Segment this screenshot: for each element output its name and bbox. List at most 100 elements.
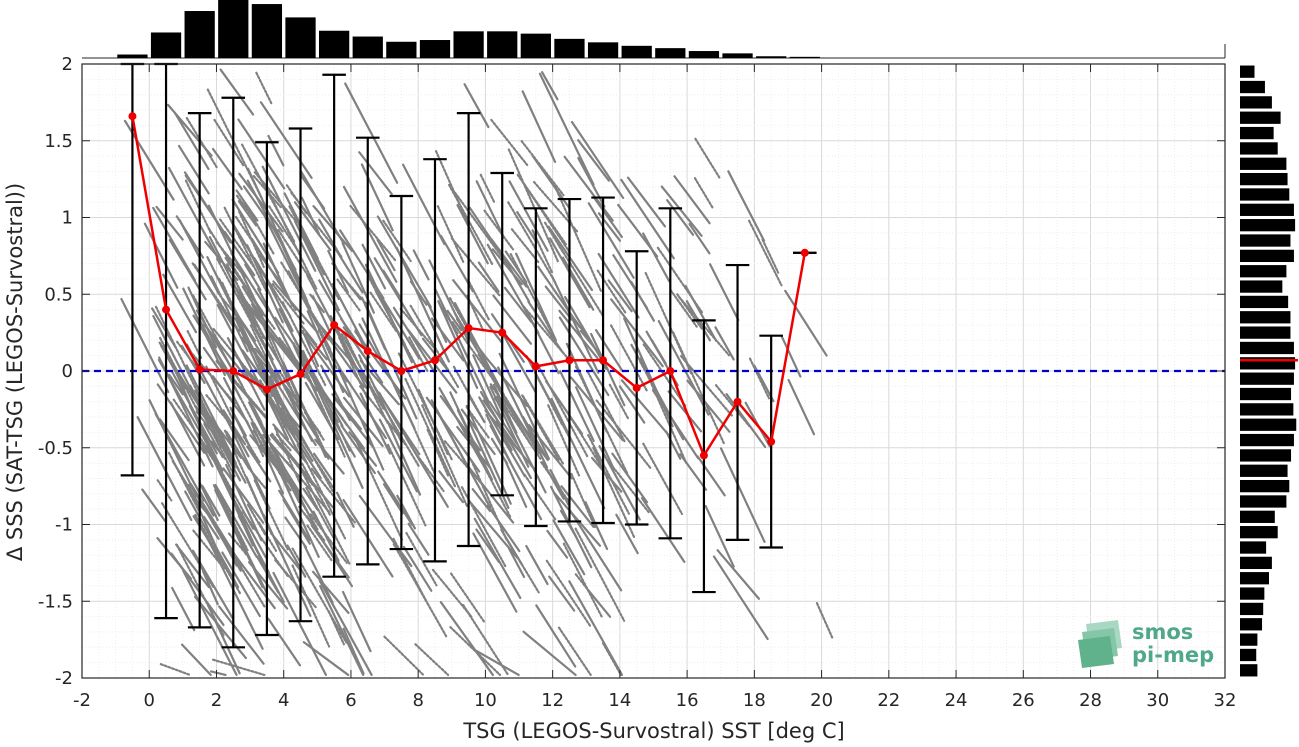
scatter-streak [237,118,286,190]
y-histogram-bar [1240,65,1255,78]
x-histogram-bar [150,32,182,58]
scatter-streak [184,174,233,244]
scatter-streak [141,488,167,523]
scatter-streak [210,670,227,677]
scatter-streak [219,218,256,269]
x-histogram-bar [554,38,585,58]
scatter-streak [304,332,328,361]
mean-point [195,365,204,374]
scatter-streak [378,418,418,493]
scatter-streak [230,252,270,312]
scatter-streak [719,447,766,543]
scatter-streak [210,544,264,650]
scatter-streak [217,528,267,609]
x-tick-label: 12 [541,690,564,711]
scatter-streak [271,283,305,325]
scatter-streak [492,383,518,434]
scatter-streak [342,185,398,283]
scatter-streak [586,371,626,443]
scatter-streak [305,486,335,539]
scatter-streak [201,570,219,606]
scatter-streak [414,643,450,677]
scatter-streak [507,201,557,284]
scatter-streak [471,488,492,513]
scatter-streak [246,421,265,458]
x-histogram-bar [218,0,249,58]
scatter-streak [672,331,725,445]
x-histogram-bar [184,11,215,58]
mean-point [330,320,339,329]
scatter-streak [136,416,193,522]
scatter-streak [176,340,201,373]
scatter-streak [479,173,496,205]
y-histogram-bar [1240,234,1291,247]
scatter-streak [120,297,170,394]
scatter-streak [389,409,420,460]
y-histogram-bar [1240,326,1291,339]
scatter-streak [475,649,520,677]
y-histogram-bar [1240,126,1274,140]
scatter-streak [503,286,533,324]
scatter-streak [544,285,573,321]
mean-point [363,347,372,356]
scatter-streak [535,361,590,459]
scatter-streak [225,430,250,468]
scatter-streak [694,137,721,179]
scatter-streak [358,151,393,196]
scatter-streak [193,263,235,328]
scatter-streak [496,395,547,494]
scatter-streak [470,459,508,542]
scatter-streak [486,504,521,553]
scatter-streak [261,165,317,272]
scatter-streak [598,445,641,521]
y-histogram-bar [1240,633,1258,646]
scatter-streak [218,494,264,589]
scatter-streak [322,401,356,458]
scatter-streak [162,273,198,334]
y-tick-label: 1 [62,208,73,229]
scatter-streak [725,393,767,449]
mean-point [565,356,574,365]
scatter-streak [284,516,308,549]
scatter-streak [563,155,614,222]
x-histogram-bar [520,33,551,58]
scatter-streak [244,263,262,291]
mean-point [162,305,171,314]
scatter-streak [229,406,258,461]
scatter-streak [522,630,577,677]
y-histogram-bar [1240,280,1283,293]
scatter-streak [430,399,468,467]
scatter-streak [331,283,367,348]
scatter-streak [262,271,294,332]
scatter-streak [267,397,322,480]
x-tick-label: 4 [278,690,289,711]
mean-point [464,324,473,333]
mean-point [733,397,742,406]
y-histogram-bar [1240,341,1294,355]
scatter-streak [201,484,221,517]
x-tick-label: 32 [1214,690,1237,711]
scatter-streak [574,527,626,622]
scatter-streak [686,379,731,433]
scatter-streak [205,365,234,420]
scatter-streak [303,544,334,604]
scatter-streak [509,253,555,337]
scatter-streak [472,354,504,422]
x-histogram-bar [688,51,720,58]
mean-point [800,248,809,257]
scatter-streak [611,452,649,504]
scatter-streak [425,299,448,343]
scatter-streak [219,68,255,116]
scatter-streak [508,548,526,578]
scatter-streak [189,492,214,521]
scatter-streak [630,280,655,322]
scatter-streak [182,569,238,677]
scatter-streak [535,604,577,668]
scatter-streak [546,529,569,559]
scatter-streak [521,415,547,457]
x-tick-label: 30 [1146,690,1169,711]
x-histogram [82,0,1226,59]
x-histogram-bar [655,48,686,58]
scatter-streak [558,316,610,397]
scatter-streak [712,555,769,641]
